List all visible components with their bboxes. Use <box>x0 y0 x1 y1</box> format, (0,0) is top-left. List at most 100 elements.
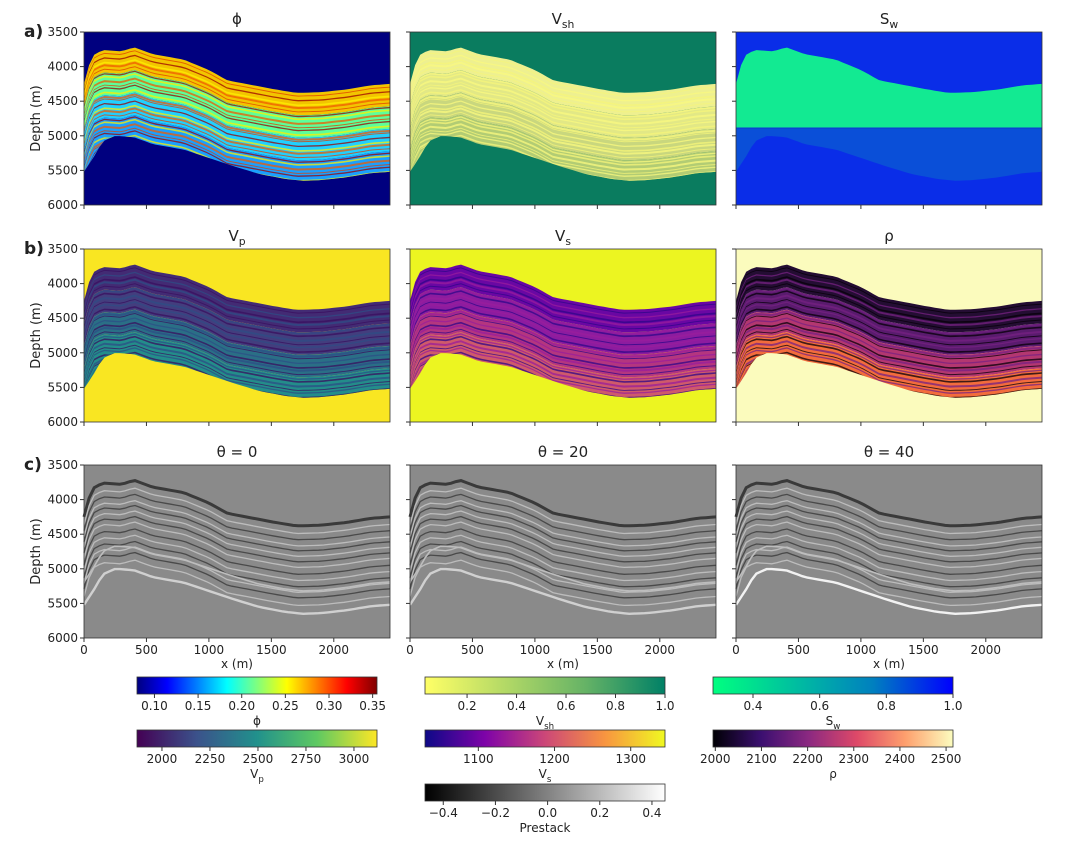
colorbar-tick-label: 2000 <box>147 752 178 766</box>
stratigraphic-stripe <box>410 276 716 324</box>
colorbar-tick-label: −0.2 <box>481 806 510 820</box>
stratigraphic-stripe <box>410 77 716 125</box>
panel-frame <box>409 31 717 206</box>
stratigraphic-stripe <box>84 335 390 383</box>
panel-vs: Vs <box>406 227 717 426</box>
y-axis-label: Depth (m) <box>29 302 44 369</box>
layer-band <box>84 264 390 333</box>
colorbar-tick-label: 1300 <box>615 752 646 766</box>
reflector-line <box>409 504 717 552</box>
reflector-line <box>83 510 391 557</box>
stratigraphic-stripe <box>410 278 716 326</box>
stratigraphic-stripe <box>84 118 390 166</box>
colorbar-tick-label: 0.8 <box>606 699 625 713</box>
panel-title: θ = 20 <box>538 443 588 461</box>
colorbar-tick-label: −0.4 <box>429 806 458 820</box>
colorbar-tick-label: 0.4 <box>507 699 526 713</box>
sw-gas-zone <box>736 47 1042 128</box>
reflector-line <box>83 528 391 575</box>
colorbar-label: Prestack <box>520 821 571 835</box>
reflector-line <box>735 487 1043 535</box>
colorbar-tick-label: 0.6 <box>810 699 829 713</box>
stratigraphic-stripe <box>410 73 716 121</box>
stratigraphic-stripe <box>84 107 390 155</box>
colorbar-prestack: −0.4 −0.2 0.0 0.2 0.4 Prestack <box>424 783 666 835</box>
x-tick-label: 500 <box>461 643 484 657</box>
x-tick-label: 1000 <box>846 643 877 657</box>
x-axis-label: x (m) <box>547 657 579 671</box>
panel-frame <box>409 464 717 639</box>
stratigraphic-stripe <box>410 324 716 372</box>
colorbar-tick-label: 2100 <box>746 752 777 766</box>
x-tick-label: 0 <box>80 643 88 657</box>
colorbar-tick-label: 0.10 <box>141 699 168 713</box>
row-label: a) <box>24 22 43 42</box>
stratigraphic-stripe <box>736 306 1042 353</box>
colorbar-tick-label: 3000 <box>339 752 370 766</box>
panel-title: Sw <box>880 10 899 31</box>
colorbar-gradient <box>712 676 954 695</box>
colorbar-gradient <box>712 729 954 748</box>
panel-rho: ρ <box>732 227 1043 426</box>
y-tick-label: 5500 <box>47 163 78 177</box>
colorbar-label: Vs <box>539 767 552 785</box>
base-reflector <box>734 567 1043 616</box>
stratigraphic-stripe <box>84 89 390 136</box>
panel-phi: ϕ 3500 4000 4500 5000 5500 6000 Depth (m) a) <box>24 10 391 212</box>
x-tick-label: 500 <box>135 643 158 657</box>
reflector-line <box>735 551 1043 599</box>
reflector-line <box>83 515 391 563</box>
reflector-line <box>409 500 717 547</box>
stratigraphic-stripe <box>410 310 716 358</box>
reflector-line <box>409 515 717 563</box>
stratigraphic-stripe <box>410 321 716 369</box>
y-tick-label: 4000 <box>47 60 78 74</box>
stratigraphic-stripe <box>84 123 390 171</box>
reflector-line <box>409 545 717 592</box>
y-tick-label: 4500 <box>47 311 78 325</box>
reflector-line <box>735 500 1043 547</box>
reflector-line <box>83 534 391 582</box>
stratigraphic-stripe <box>410 306 716 353</box>
panel-theta20: θ = 20 0 500 1000 1500 2000 x (m) <box>406 443 717 671</box>
colorbar-gradient <box>136 676 378 695</box>
reflector-line <box>735 521 1043 569</box>
reflector-line <box>734 479 1043 528</box>
panel-theta40: θ = 40 0 500 1000 1500 2000 x (m) <box>732 443 1043 671</box>
stratigraphic-stripe <box>410 104 716 152</box>
colorbar-label: Vsh <box>536 714 554 732</box>
y-tick-label: 3500 <box>47 458 78 472</box>
colorbar-tick-label: 2750 <box>291 752 322 766</box>
y-tick-label: 6000 <box>47 631 78 645</box>
stratigraphic-stripe <box>84 278 390 326</box>
x-tick-label: 2000 <box>319 643 350 657</box>
x-tick-label: 0 <box>406 643 414 657</box>
stratigraphic-stripe <box>84 73 390 121</box>
y-tick-label: 5000 <box>47 562 78 576</box>
colorbar-gradient <box>424 783 666 802</box>
reflector-line <box>735 545 1043 592</box>
layer-band <box>410 264 716 333</box>
colorbar-label: ϕ <box>253 714 261 728</box>
y-tick-label: 5500 <box>47 380 78 394</box>
reflector-line <box>409 487 717 535</box>
x-axis-label: x (m) <box>873 657 905 671</box>
stratigraphic-stripe <box>84 321 390 369</box>
reflector-line <box>83 504 391 552</box>
layer-band <box>736 264 1042 333</box>
reflector-line <box>82 479 391 528</box>
colorbar-label: Sw <box>826 714 841 732</box>
stratigraphic-stripe <box>84 294 390 342</box>
stratigraphic-stripe <box>84 290 390 338</box>
reflector-line <box>735 559 1043 607</box>
panel-title: ρ <box>884 227 894 245</box>
stratigraphic-stripe <box>84 276 390 324</box>
panel-title: Vp <box>228 227 245 248</box>
stratigraphic-stripe <box>410 59 716 107</box>
stratigraphic-stripe <box>736 290 1042 338</box>
colorbar-tick-label: 2500 <box>243 752 274 766</box>
y-axis-label: Depth (m) <box>29 518 44 585</box>
panel-frame <box>735 248 1043 423</box>
colorbar-tick-label: 2200 <box>792 752 823 766</box>
